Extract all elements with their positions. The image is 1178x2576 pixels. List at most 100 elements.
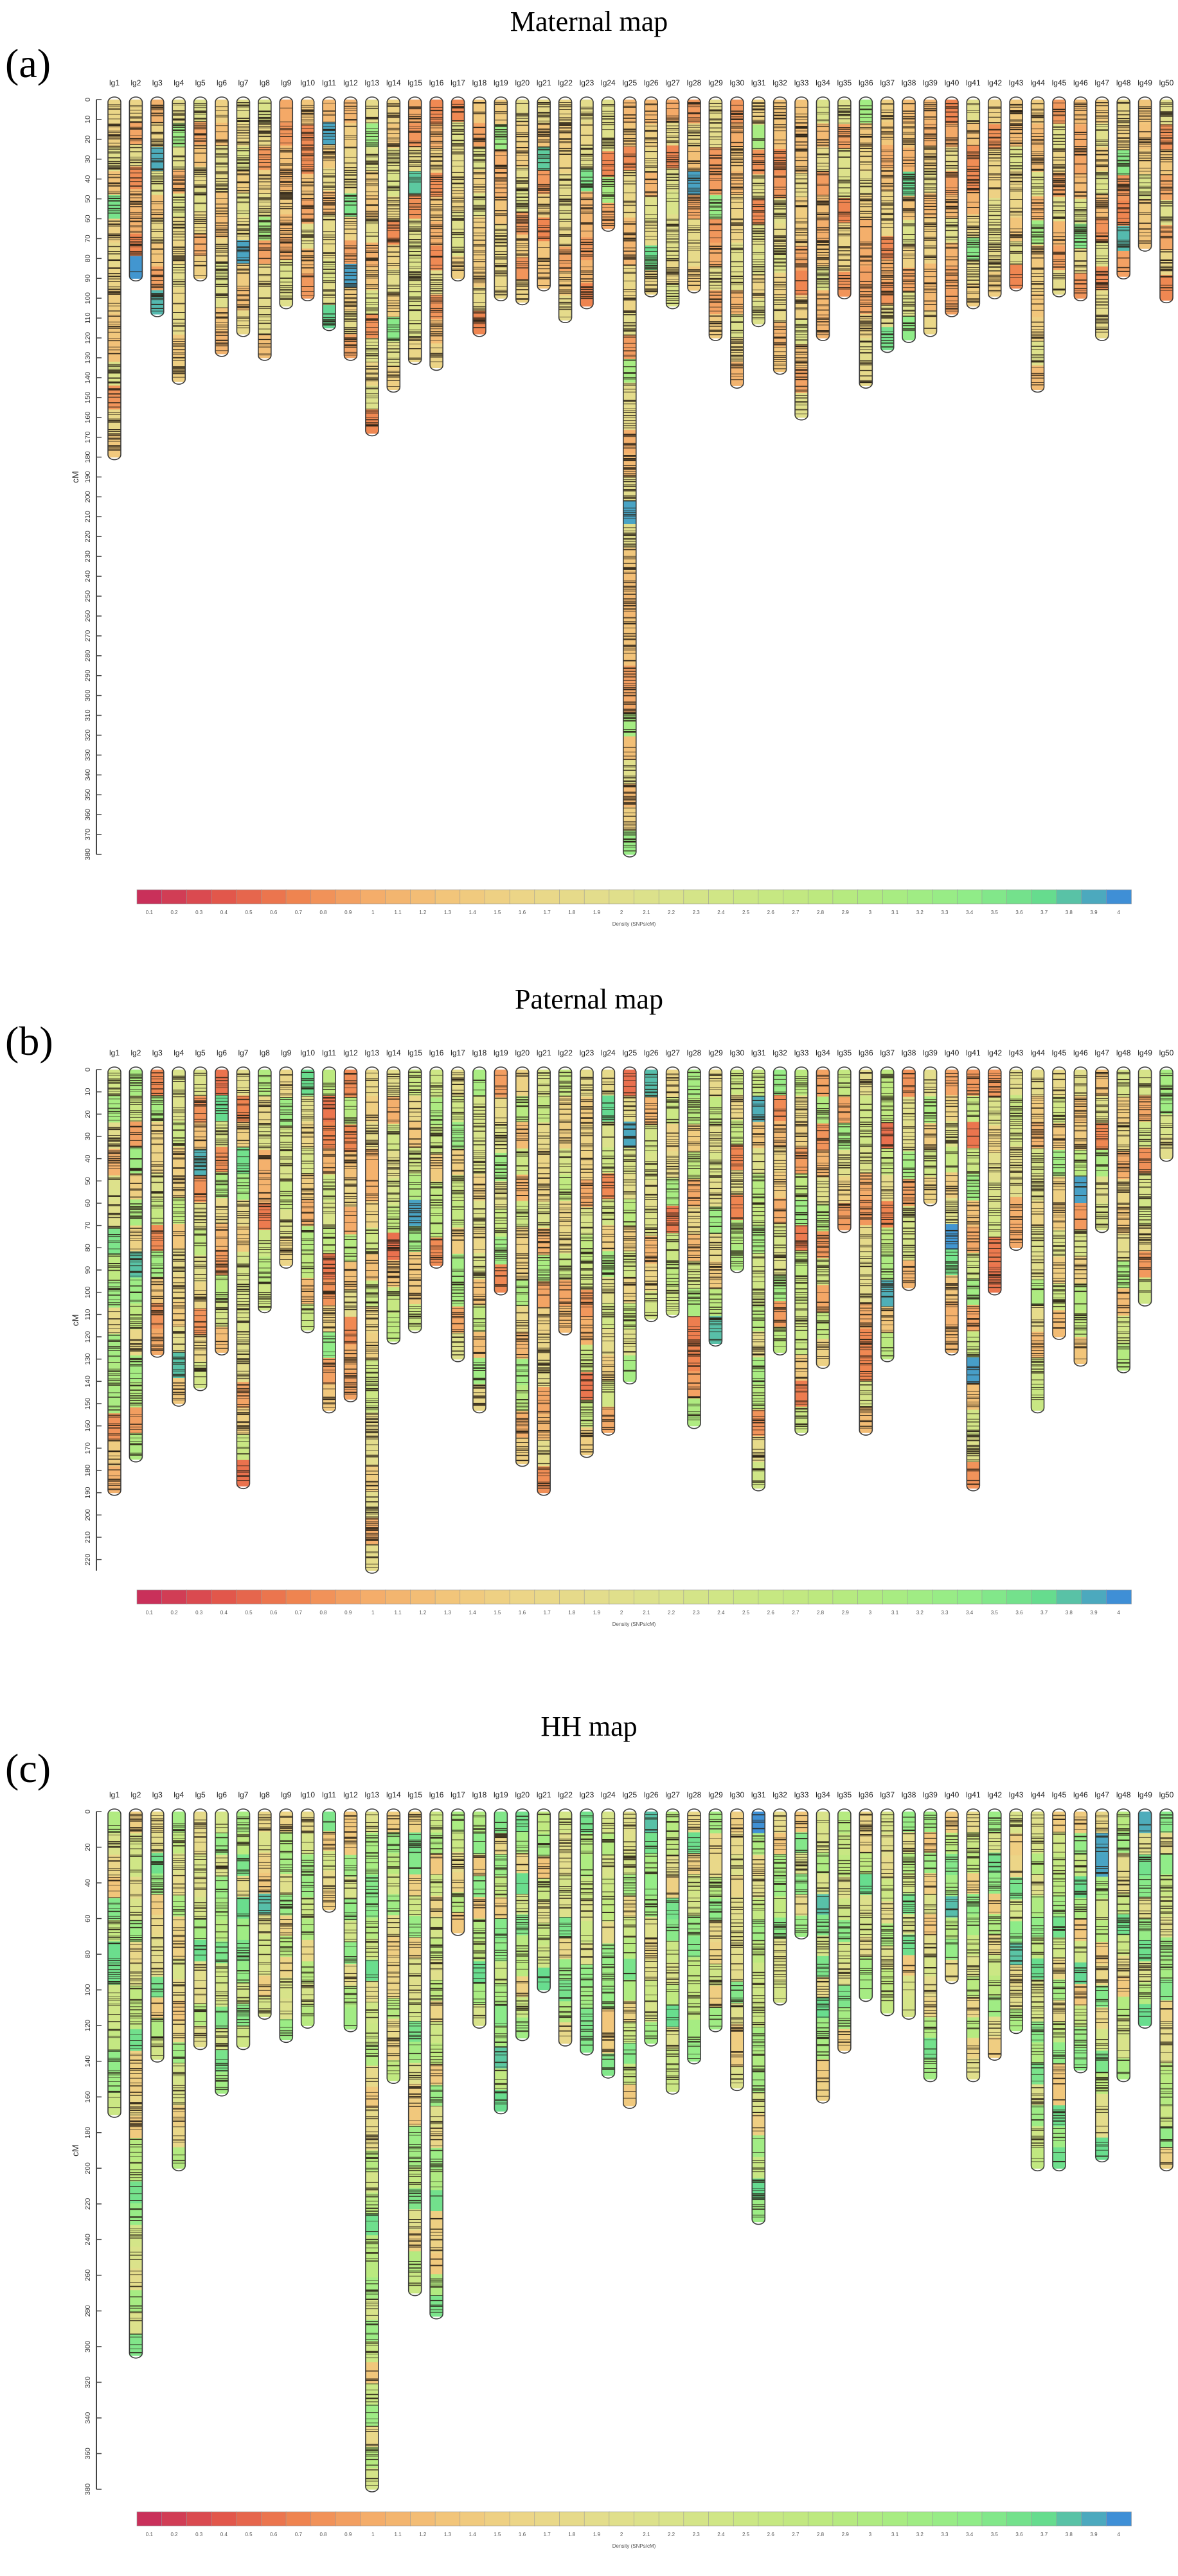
y-tick-label: 370 — [84, 829, 92, 840]
density-segment — [365, 100, 379, 124]
density-segment — [837, 198, 851, 223]
density-segment — [408, 123, 422, 148]
density-segment — [730, 195, 744, 220]
linkage-group-label: lg36 — [859, 78, 873, 87]
density-segment — [408, 100, 422, 124]
linkage-group-lg34: lg34 — [816, 78, 830, 341]
linkage-group-label: lg34 — [816, 78, 830, 87]
density-segment — [795, 222, 808, 247]
density-segment — [688, 147, 701, 172]
linkage-group-lg15: lg15 — [407, 78, 422, 365]
density-segment — [623, 430, 636, 454]
linkage-group-lg2: lg2 — [129, 78, 143, 282]
linkage-group-label: lg9 — [281, 78, 291, 87]
density-segment — [924, 170, 937, 194]
density-segment — [580, 283, 593, 307]
density-segment — [580, 237, 593, 261]
y-tick-label: 20 — [84, 136, 92, 143]
chromosome-outline — [515, 96, 530, 306]
density-segment — [623, 666, 636, 690]
density-segment — [236, 310, 250, 335]
density-segment — [236, 263, 250, 288]
density-segment — [408, 290, 422, 315]
linkage-group-lg23: lg23 — [580, 78, 594, 310]
linkage-group-label: lg8 — [260, 78, 270, 87]
y-tick-label: 380 — [84, 849, 92, 860]
density-segment — [558, 246, 572, 272]
density-segment — [172, 216, 186, 242]
density-segment — [150, 195, 164, 220]
linkage-group-lg10: lg10 — [300, 78, 315, 302]
density-segment — [924, 287, 937, 311]
density-segment — [709, 123, 722, 148]
density-segment — [816, 195, 830, 220]
linkage-group-lg22: lg22 — [558, 78, 573, 324]
chromosome-outline — [150, 96, 165, 317]
density-segment — [172, 287, 186, 312]
density-segment — [558, 148, 572, 174]
y-tick-label: 330 — [84, 749, 92, 761]
density-segment — [645, 100, 658, 125]
y-tick-label: 350 — [84, 789, 92, 800]
density-segment — [773, 149, 787, 175]
linkage-group-label: lg2 — [130, 78, 141, 87]
linkage-group-lg38: lg38 — [902, 78, 916, 343]
density-segment — [795, 344, 808, 369]
y-tick-label: 190 — [84, 471, 92, 482]
y-tick-label: 280 — [84, 650, 92, 662]
density-segment — [172, 146, 186, 171]
density-segment — [623, 807, 636, 831]
linkage-group-label: lg33 — [794, 78, 809, 87]
density-segment — [472, 123, 486, 147]
linkage-group-label: lg38 — [902, 78, 916, 87]
y-tick-label: 240 — [84, 570, 92, 582]
linkage-group-lg33: lg33 — [794, 78, 809, 421]
density-segment — [773, 124, 787, 150]
density-segment — [494, 273, 508, 299]
density-segment — [323, 259, 336, 283]
density-segment — [645, 123, 658, 149]
density-segment — [859, 100, 873, 124]
linkage-group-label: lg32 — [772, 78, 787, 87]
density-segment — [515, 234, 529, 258]
chromosome-outline — [537, 96, 551, 292]
density-segment — [924, 100, 937, 124]
y-tick-label: 10 — [84, 116, 92, 123]
density-segment — [344, 170, 357, 194]
density-segment — [730, 313, 744, 339]
density-segment — [623, 382, 636, 407]
linkage-group-lg20: lg20 — [515, 78, 530, 306]
chromosome-outline — [794, 96, 808, 421]
density-segment — [730, 123, 744, 148]
density-segment — [387, 100, 400, 125]
density-segment — [623, 736, 636, 761]
density-segment — [365, 147, 379, 172]
density-segment — [816, 147, 830, 172]
y-tick-label: 230 — [84, 551, 92, 562]
density-segment — [795, 173, 808, 198]
density-segment — [150, 147, 164, 172]
linkage-group-lg7: lg7 — [236, 78, 251, 337]
chromosome-outline — [622, 96, 637, 858]
linkage-group-lg24: lg24 — [601, 78, 616, 232]
linkage-group-label: lg10 — [300, 78, 315, 87]
y-tick-label: 320 — [84, 729, 92, 741]
linkage-group-label: lg5 — [195, 78, 206, 87]
linkage-group-label: lg30 — [729, 78, 744, 87]
density-segment — [451, 189, 465, 212]
chromosome-outline — [580, 96, 594, 310]
y-tick-label: 160 — [84, 412, 92, 423]
linkage-group-label: lg3 — [152, 78, 163, 87]
chromosome-outline — [880, 96, 895, 353]
density-segment — [580, 214, 593, 238]
density-segment — [623, 831, 636, 855]
linkage-group-label: lg31 — [751, 78, 766, 87]
density-segment — [494, 198, 508, 224]
density-segment — [236, 123, 250, 147]
density-segment — [902, 315, 916, 340]
linkage-group-label: lg37 — [880, 78, 895, 87]
density-segment — [623, 712, 636, 737]
chromosome-outline — [215, 96, 229, 357]
linkage-group-label: lg27 — [665, 78, 680, 87]
density-segment — [129, 121, 143, 145]
